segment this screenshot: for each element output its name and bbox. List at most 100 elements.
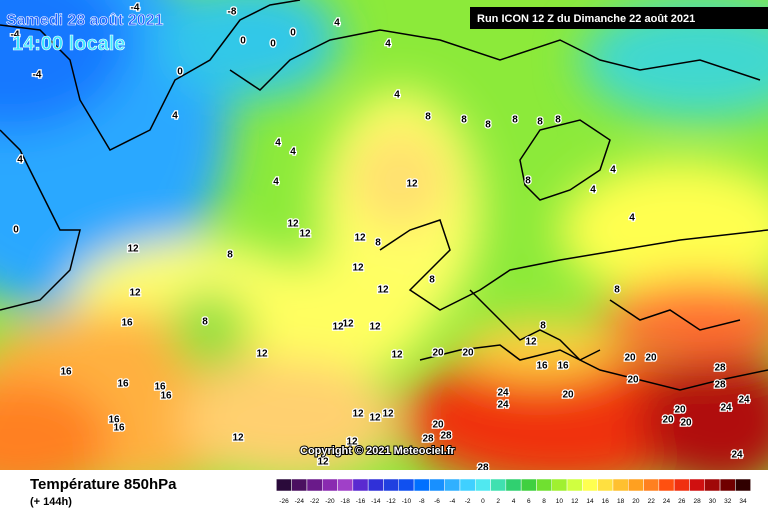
legend-label: 32: [724, 498, 732, 505]
legend-swatch: [413, 478, 430, 492]
legend-label: 8: [542, 498, 546, 505]
isotherm-label: 4: [290, 147, 296, 158]
run-box: [470, 7, 768, 29]
legend-label: -16: [356, 498, 366, 505]
isotherm-label: 20: [562, 390, 574, 401]
isotherm-label: 28: [714, 380, 726, 391]
isotherm-label: 8: [555, 115, 561, 126]
legend-label: 6: [527, 498, 531, 505]
isotherm-label: 0: [240, 36, 246, 47]
isotherm-label: 8: [429, 275, 435, 286]
isotherm-label: 4: [17, 155, 23, 166]
legend-label: 16: [602, 498, 610, 505]
isotherm-label: 8: [227, 250, 233, 261]
legend-label: 2: [496, 498, 500, 505]
legend-label: 0: [481, 498, 485, 505]
isotherm-label: 16: [121, 318, 133, 329]
isotherm-label: 12: [129, 288, 141, 299]
legend-swatch: [735, 478, 751, 492]
isotherm-label: 4: [610, 165, 616, 176]
isotherm-label: 20: [680, 418, 692, 429]
legend-label: -8: [419, 498, 425, 505]
isotherm-label: 12: [391, 350, 403, 361]
legend-swatch: [520, 478, 537, 492]
isotherm-label: 16: [557, 361, 569, 372]
isotherm-label: -4: [131, 3, 140, 14]
isotherm-label: 0: [177, 67, 183, 78]
legend-swatch: [551, 478, 568, 492]
legend-label: 34: [739, 498, 747, 505]
copyright: Copyright © 2021 Meteociel.fr: [300, 445, 456, 457]
isotherm-label: 20: [674, 405, 686, 416]
legend-label: 14: [586, 498, 594, 505]
isotherm-label: 8: [525, 176, 531, 187]
isotherm-label: 12: [127, 244, 139, 255]
legend-swatch: [459, 478, 476, 492]
legend-label: -12: [386, 498, 396, 505]
legend-swatch: [658, 478, 675, 492]
legend-label: -2: [465, 498, 471, 505]
isotherm-label: 16: [160, 391, 172, 402]
isotherm-label: 28: [477, 463, 489, 474]
legend-label: 22: [648, 498, 656, 505]
isotherm-label: 12: [342, 319, 354, 330]
legend-swatch: [643, 478, 660, 492]
legend-swatch: [673, 478, 690, 492]
legend-swatch: [566, 478, 583, 492]
isotherm-label: 12: [256, 349, 268, 360]
legend-label: 18: [617, 498, 625, 505]
isotherm-label: 20: [432, 348, 444, 359]
coastlines: [0, 0, 768, 391]
legend-label: 20: [632, 498, 640, 505]
isotherm-label: 12: [406, 179, 418, 190]
isotherm-label: 24: [720, 403, 732, 414]
isotherm-label: 16: [108, 415, 120, 426]
isotherm-label: 8: [540, 321, 546, 332]
isotherm-label: -8: [228, 7, 237, 18]
legend-swatch: [444, 478, 461, 492]
isotherm-label: 12: [352, 263, 364, 274]
legend-swatch: [337, 478, 354, 492]
legend-swatch: [352, 478, 369, 492]
footer-title: Température 850hPa: [30, 476, 177, 493]
isotherm-label: 12: [346, 437, 358, 448]
isotherm-label: 20: [627, 375, 639, 386]
legend-swatch: [704, 478, 721, 492]
isotherm-label: 12: [332, 322, 344, 333]
legend-swatch: [689, 478, 706, 492]
isotherm-label: 4: [590, 185, 596, 196]
isotherm-label: 4: [172, 111, 178, 122]
isotherm-label: 4: [629, 213, 635, 224]
isotherm-label: -4: [33, 70, 42, 81]
legend-swatch: [582, 478, 598, 492]
isotherm-label: 12: [382, 409, 394, 420]
isotherm-label: 8: [614, 285, 620, 296]
legend-label: -4: [449, 498, 455, 505]
isotherm-label: 28: [440, 431, 452, 442]
legend-label: 4: [512, 498, 516, 505]
isotherm-label: 16: [113, 423, 125, 434]
legend-label: 12: [571, 498, 579, 505]
isotherm-label: 24: [497, 400, 509, 411]
isotherm-label: 28: [714, 363, 726, 374]
isotherm-label: 12: [377, 285, 389, 296]
isotherm-label: 8: [485, 120, 491, 131]
legend-swatch: [505, 478, 522, 492]
legend-label: -10: [402, 498, 412, 505]
isotherm-label: 12: [354, 233, 366, 244]
legend-label: -22: [310, 498, 320, 505]
legend-label: -18: [340, 498, 350, 505]
legend-label: 26: [678, 498, 686, 505]
isotherm-label: 12: [352, 409, 364, 420]
legend-label: -20: [325, 498, 335, 505]
isotherm-label: 12: [232, 433, 244, 444]
isotherm-label: 8: [202, 317, 208, 328]
legend-swatch: [276, 478, 292, 492]
isotherm-label: 8: [375, 238, 381, 249]
isotherm-label: 4: [275, 138, 281, 149]
isotherm-label: 4: [385, 39, 391, 50]
legend-swatch: [429, 478, 445, 492]
legend-swatch: [383, 478, 400, 492]
